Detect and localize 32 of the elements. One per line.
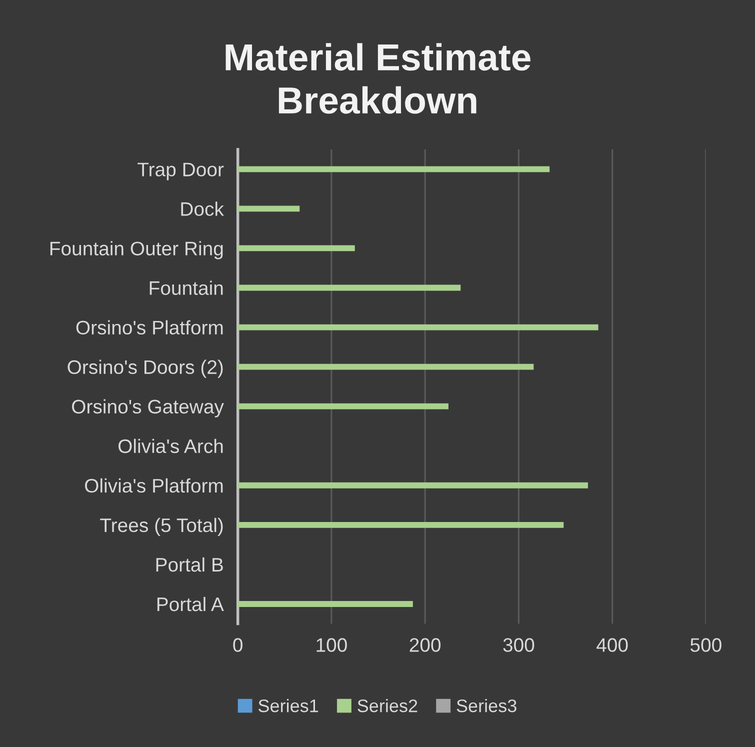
- y-tick-label: Olivia's Platform: [85, 478, 223, 493]
- bar: [238, 364, 534, 370]
- y-tick-label: Trees (5 Total): [100, 518, 223, 536]
- legend-label: Series1: [258, 698, 318, 712]
- bar: [238, 284, 461, 291]
- y-tick-label: Orsino's Doors (2): [68, 360, 223, 378]
- bar: [238, 324, 598, 330]
- bar: [238, 522, 564, 528]
- x-tick-label: 0: [233, 638, 242, 652]
- y-tick-label: Portal A: [157, 596, 224, 612]
- x-tick-label: 500: [690, 638, 722, 652]
- y-tick-label: Dock: [181, 202, 224, 216]
- bar: [238, 601, 413, 607]
- legend-label: Series3: [456, 698, 516, 712]
- bar: [238, 245, 355, 252]
- x-tick-label: 200: [410, 638, 441, 652]
- x-tick-label: 300: [503, 638, 534, 652]
- bar: [238, 206, 300, 212]
- y-tick-label: Fountain: [150, 280, 223, 295]
- y-tick-label: Fountain Outer Ring: [50, 241, 223, 260]
- chart-title: Material Estimate Breakdown: [226, 43, 530, 114]
- bar: [238, 166, 550, 172]
- y-tick-label: Trap Door: [138, 162, 224, 180]
- x-tick-label: 100: [316, 638, 347, 652]
- y-tick-label: Orsino's Gateway: [72, 399, 224, 418]
- bar: [238, 403, 448, 410]
- x-tick-label: 400: [596, 638, 628, 652]
- y-tick-label: Portal B: [156, 557, 223, 572]
- legend-label: Series2: [358, 698, 418, 712]
- y-tick-label: Olivia's Arch: [118, 438, 223, 454]
- bar: [238, 482, 588, 488]
- y-tick-label: Orsino's Platform: [76, 320, 223, 335]
